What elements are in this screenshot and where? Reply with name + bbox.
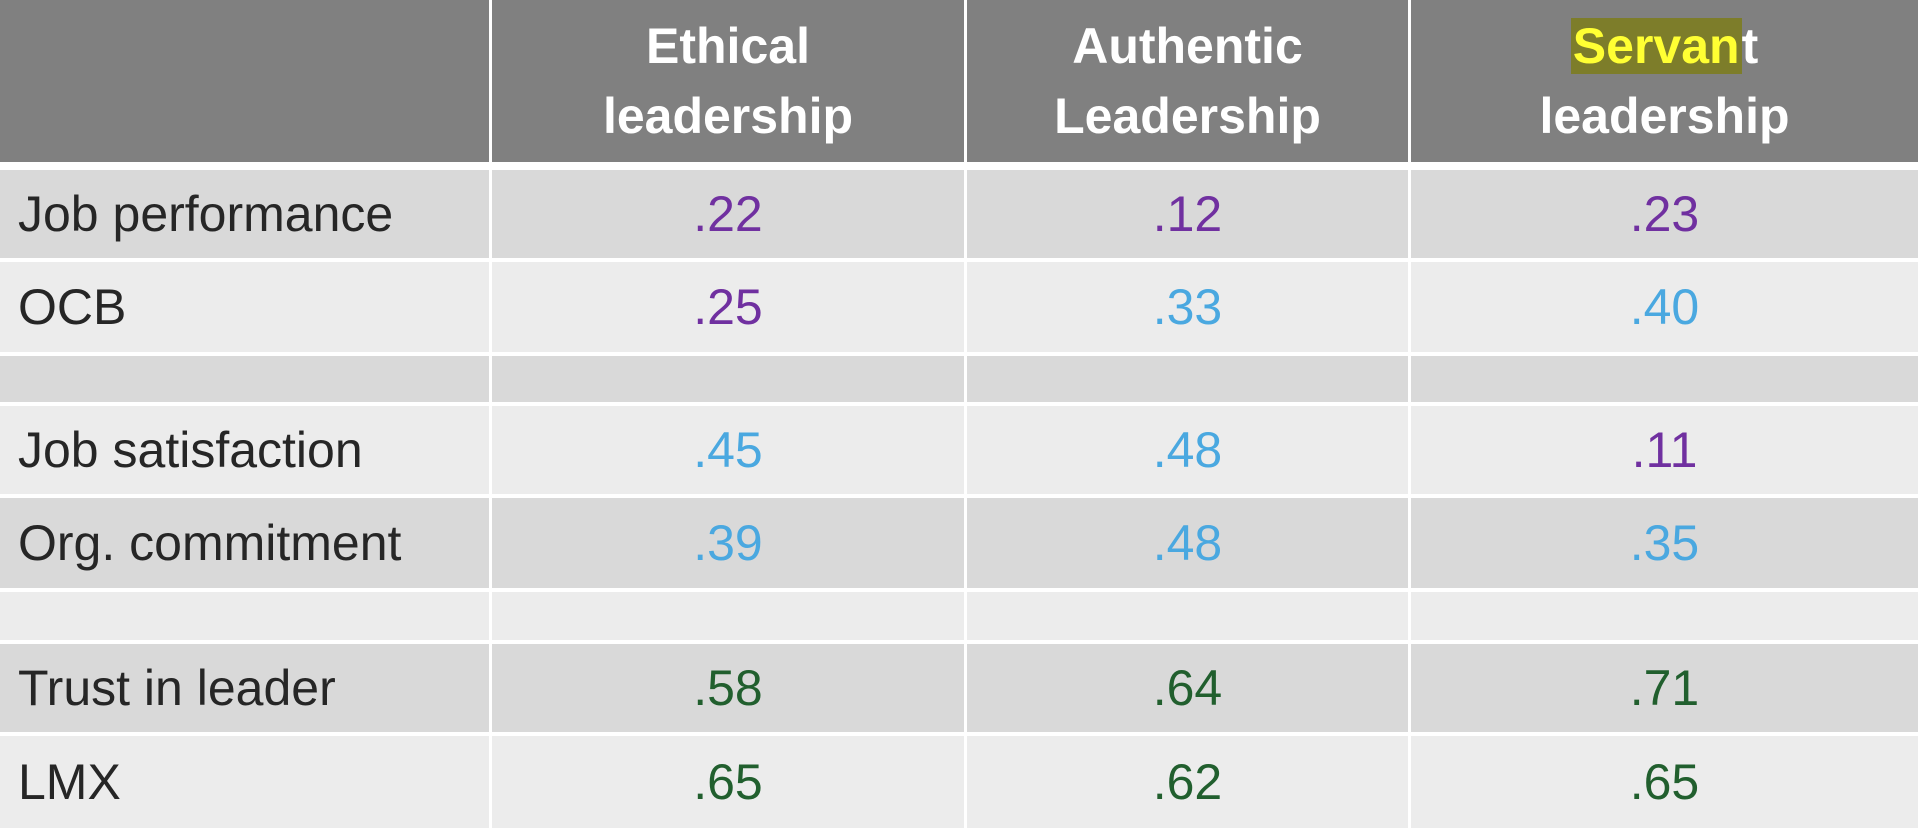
- table-row: Job performance .22 .12 .23: [0, 170, 1918, 258]
- table-row: Org. commitment .39 .48 .35: [0, 498, 1918, 588]
- header-ethical-leadership: Ethical leadership: [492, 0, 967, 162]
- header-servant-line2: leadership: [1539, 88, 1790, 144]
- header-authentic-line1: Authentic: [1072, 18, 1303, 74]
- ethical-value: .58: [492, 644, 967, 732]
- row-label: [0, 356, 492, 402]
- row-label: Job satisfaction: [0, 406, 492, 494]
- authentic-value: [967, 592, 1411, 640]
- table-row: LMX .65 .62 .65: [0, 736, 1918, 828]
- servant-value: .35: [1629, 515, 1700, 571]
- authentic-value: .64: [967, 644, 1411, 732]
- spacer-row: [0, 356, 1918, 402]
- table-row: Trust in leader .58 .64 .71: [0, 644, 1918, 732]
- authentic-value: .48: [967, 498, 1411, 588]
- servant-rest: t: [1741, 18, 1759, 74]
- servant-value: .71: [1629, 660, 1700, 716]
- authentic-value: .62: [967, 736, 1411, 828]
- servant-value: .40: [1629, 279, 1700, 335]
- authentic-value: .33: [967, 262, 1411, 352]
- table-row: Job satisfaction .45 .48 .11: [0, 406, 1918, 494]
- ethical-value: [492, 356, 967, 402]
- servant-value: .11: [1631, 422, 1698, 478]
- header-empty-cell: [0, 0, 492, 162]
- header-authentic-leadership: Authentic Leadership: [967, 0, 1411, 162]
- header-servant-line1: Servant: [1570, 11, 1759, 81]
- row-label: [0, 592, 492, 640]
- header-authentic-line2: Leadership: [1054, 88, 1321, 144]
- header-ethical-line2: leadership: [602, 88, 854, 144]
- spacer-row: [0, 592, 1918, 640]
- table-header-row: Ethical leadership Authentic Leadership …: [0, 0, 1918, 162]
- row-label: Org. commitment: [0, 498, 492, 588]
- ethical-value: [492, 592, 967, 640]
- row-label: Job performance: [0, 170, 492, 258]
- row-label: LMX: [0, 736, 492, 828]
- authentic-value: [967, 356, 1411, 402]
- servant-value: .65: [1629, 754, 1700, 810]
- ethical-value: .25: [492, 262, 967, 352]
- ethical-value: .39: [492, 498, 967, 588]
- header-servant-leadership: Servant leadership: [1411, 0, 1918, 162]
- header-ethical-line1: Ethical: [646, 18, 810, 74]
- servant-highlight: Servan: [1570, 18, 1742, 74]
- ethical-value: .65: [492, 736, 967, 828]
- ethical-value: .45: [492, 406, 967, 494]
- row-label: Trust in leader: [0, 644, 492, 732]
- table-row: OCB .25 .33 .40: [0, 262, 1918, 352]
- servant-value: .23: [1629, 186, 1700, 242]
- ethical-value: .22: [492, 170, 967, 258]
- authentic-value: .48: [967, 406, 1411, 494]
- servant-value: [1411, 356, 1918, 402]
- row-label: OCB: [0, 262, 492, 352]
- authentic-value: .12: [967, 170, 1411, 258]
- servant-value: [1411, 592, 1918, 640]
